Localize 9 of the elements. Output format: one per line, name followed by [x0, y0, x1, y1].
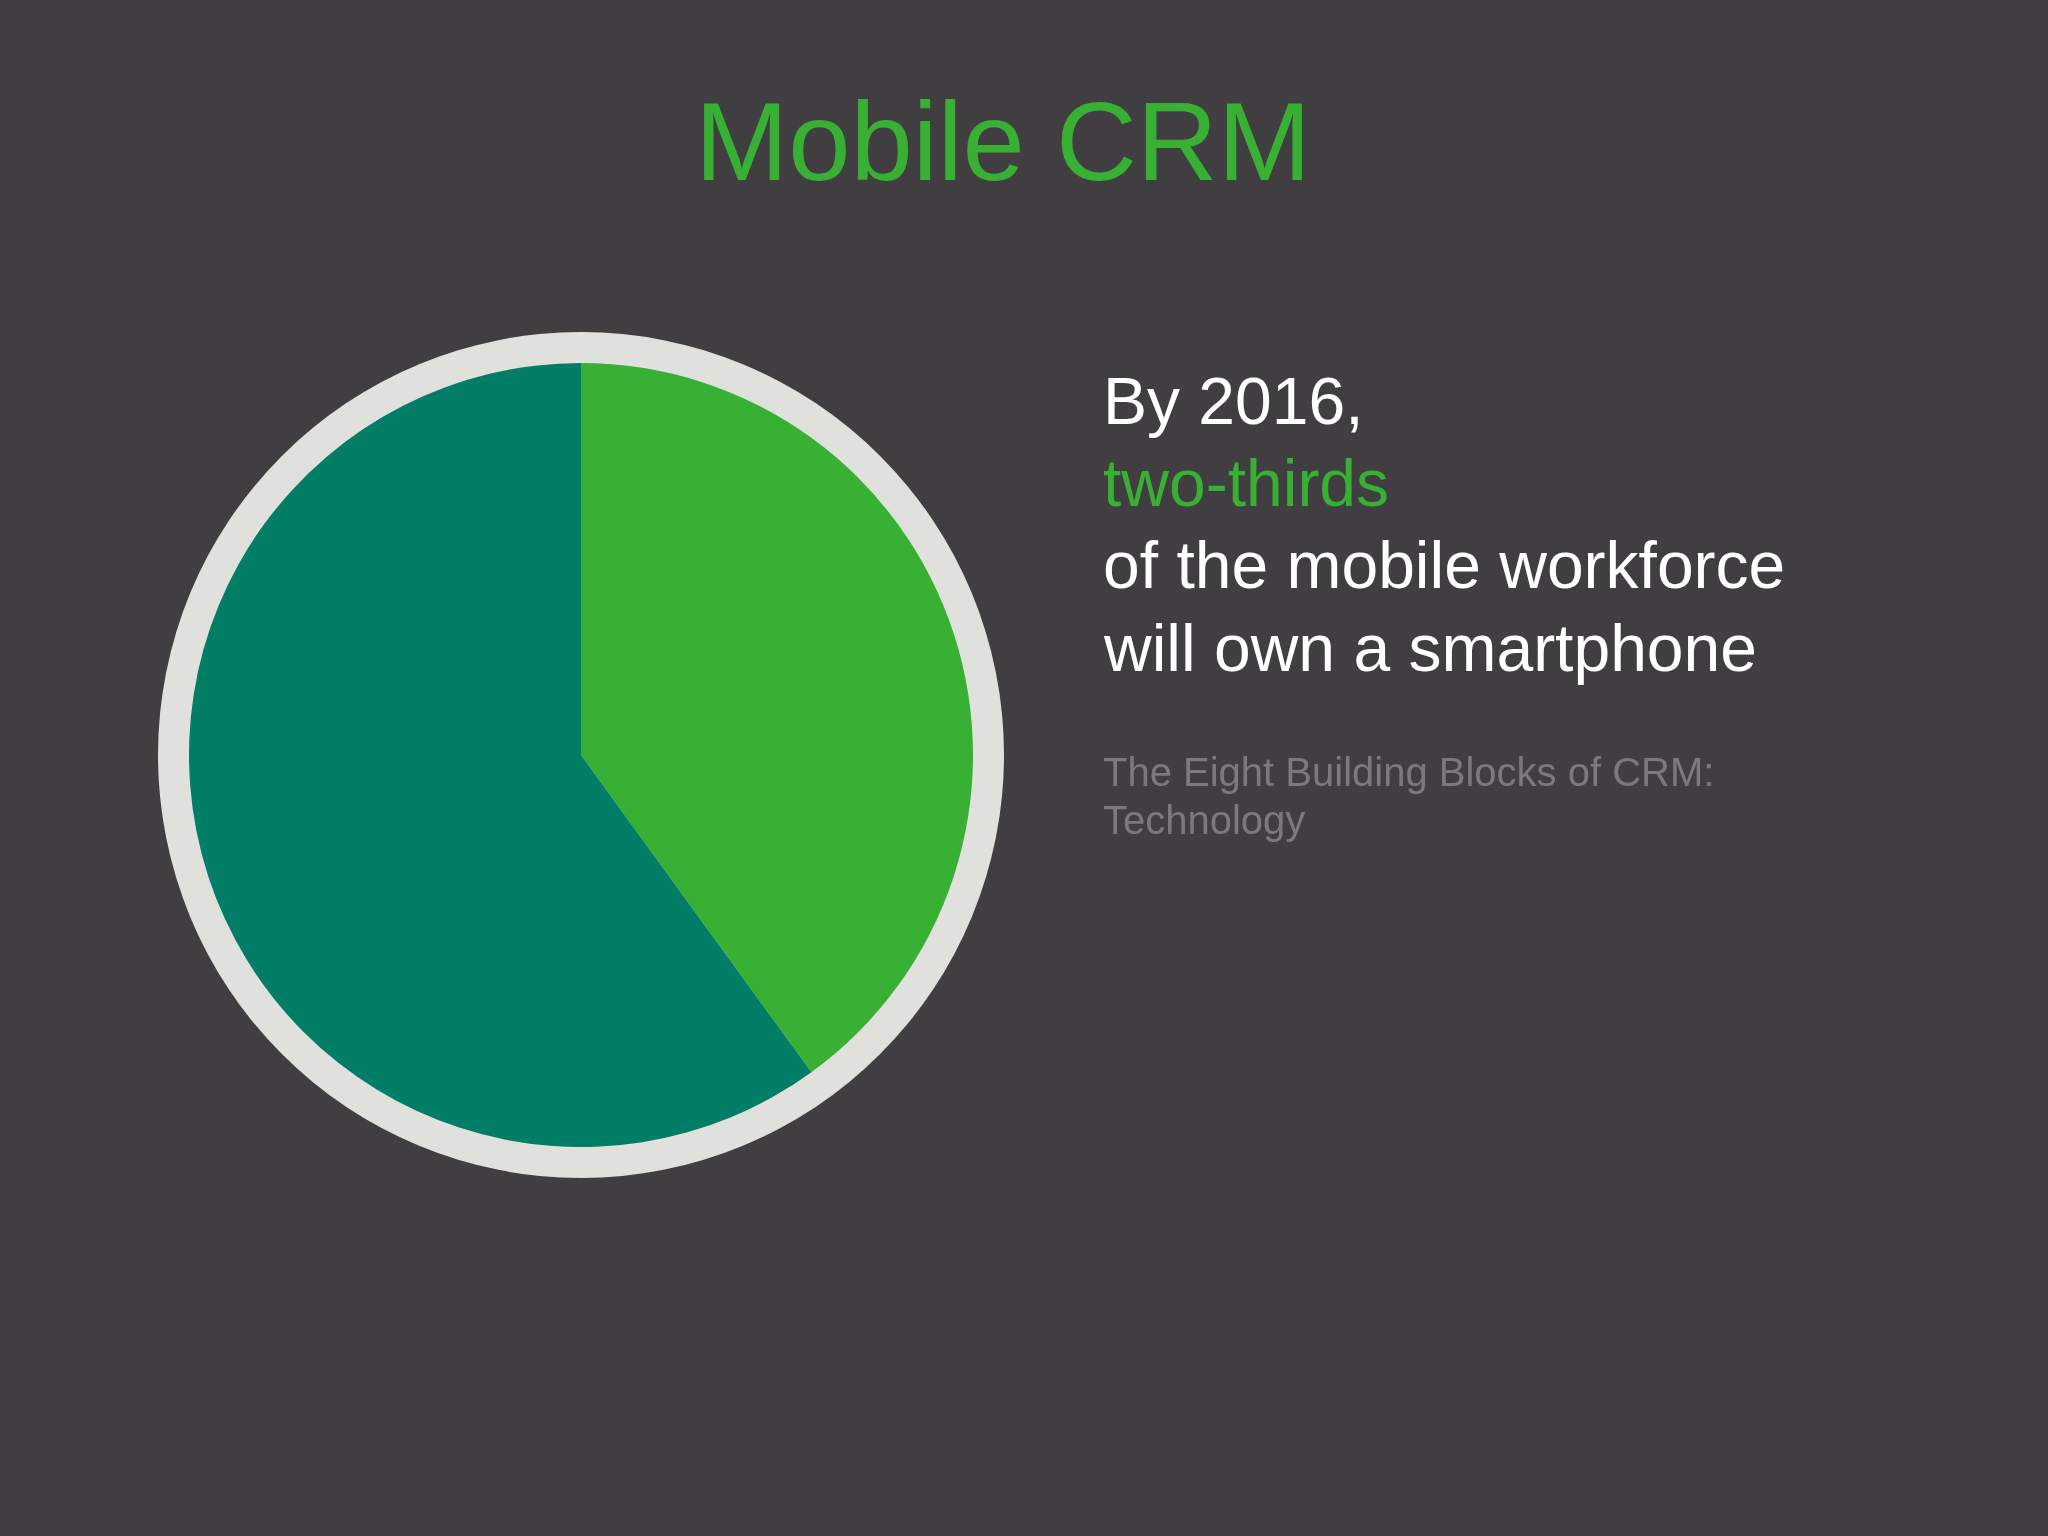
text: The Eight Building Blocks of CRM: — [1103, 750, 1715, 794]
pie-slice — [581, 363, 973, 1073]
text: two-thirds — [1103, 446, 1390, 520]
text: Technology — [1103, 798, 1306, 842]
text: will own a smartphone — [1103, 611, 1757, 685]
chart-title: Mobile CRM — [694, 79, 1312, 205]
text: of the mobile workforce — [1103, 528, 1786, 602]
pie-slice — [189, 363, 812, 1147]
text: By 2016, — [1103, 364, 1364, 438]
